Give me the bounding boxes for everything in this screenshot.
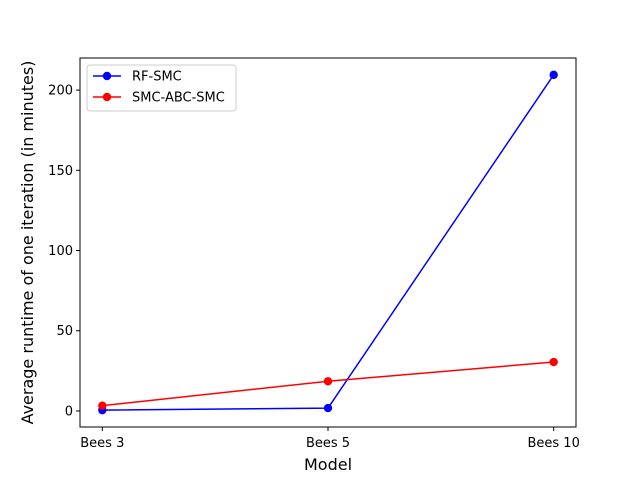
x-axis-title: Model: [304, 455, 352, 474]
y-tick-label: 150: [48, 164, 73, 179]
data-point: [549, 70, 558, 80]
data-point: [98, 401, 107, 410]
y-tick-label: 0: [65, 404, 73, 419]
data-point: [323, 403, 333, 413]
data-point: [549, 357, 558, 367]
y-axis-ticks: 0 50 100 150 200: [48, 84, 80, 419]
y-axis-title: Average runtime of one iteration (in min…: [18, 61, 37, 425]
y-tick-label: 200: [48, 84, 73, 99]
y-tick-label: 100: [48, 244, 73, 259]
data-point: [323, 377, 333, 386]
legend: RF-SMC SMC-ABC-SMC: [86, 64, 237, 112]
plot-frame: [79, 57, 577, 428]
plot-lines: [98, 70, 558, 415]
legend-marker: [102, 92, 112, 102]
x-tick-label: Bees 10: [527, 436, 579, 451]
x-tick-label: Bees 3: [80, 436, 124, 451]
legend-label: SMC-ABC-SMC: [132, 91, 225, 106]
x-axis-ticks: Bees 3 Bees 5 Bees 10: [80, 427, 580, 451]
x-tick-label: Bees 5: [306, 436, 350, 451]
legend-box: [86, 64, 237, 112]
legend-marker: [102, 71, 112, 81]
legend-label: RF-SMC: [132, 70, 182, 85]
y-tick-label: 50: [56, 324, 73, 339]
